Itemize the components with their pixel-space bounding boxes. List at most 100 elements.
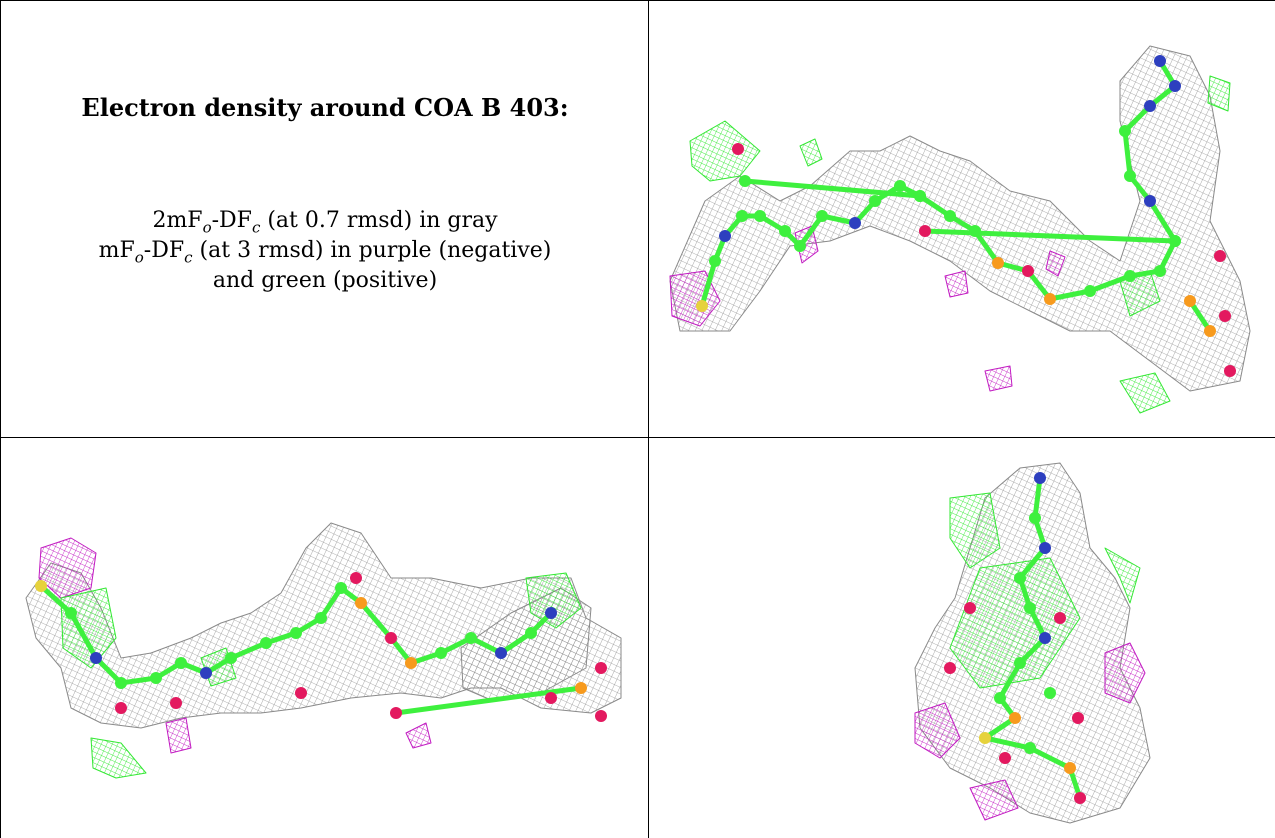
density-view-top-right xyxy=(650,1,1275,437)
mesh-purple-3 xyxy=(944,270,969,298)
tr-ligand-bond xyxy=(1147,198,1178,244)
bl-ligand-atom-sulfur xyxy=(35,580,47,592)
border-middle xyxy=(648,0,649,838)
br-ligand-bond xyxy=(1032,475,1043,521)
tr-ligand-atom-nitrogen xyxy=(1144,100,1156,112)
tr-ligand-atom-nitrogen xyxy=(719,230,731,242)
tr-ligand-atom-carbon xyxy=(1119,125,1131,137)
mesh-green-1 xyxy=(949,492,1001,569)
mesh-purple-2 xyxy=(794,225,819,264)
tr-ligand-atom-phosphorus xyxy=(1044,293,1056,305)
tr-ligand-atom-carbon xyxy=(709,255,721,267)
caption-l2-prefix: mF xyxy=(98,238,135,263)
br-ligand-atom-oxygen xyxy=(1074,792,1086,804)
mesh-purple-3 xyxy=(405,722,432,749)
tr-sub-atom-oxygen xyxy=(732,143,744,155)
tr-ligand-bond xyxy=(1087,273,1133,294)
tr-ligand-atom-nitrogen xyxy=(849,217,861,229)
bl-ligand-atom-carbon xyxy=(260,637,272,649)
bl-sub-atom-oxygen xyxy=(350,572,362,584)
tr-ligand-atom-carbon xyxy=(1084,285,1096,297)
density-view-bottom-right xyxy=(650,438,1275,838)
tr-sub-atom-oxygen xyxy=(919,225,931,237)
br-ligand-atom-carbon xyxy=(1024,742,1036,754)
br-ligand-atom-carbon xyxy=(1029,512,1041,524)
tr-sub-bond xyxy=(742,178,923,199)
caption-l1-sub-o: o xyxy=(202,218,212,237)
bl-ligand-atom-carbon xyxy=(335,582,347,594)
tr-ligand-bond xyxy=(972,228,1001,266)
tr-ligand-atom-carbon xyxy=(1154,265,1166,277)
br-ligand-bond xyxy=(982,735,1033,751)
bl-sub-atom-oxygen xyxy=(115,702,127,714)
bl-ligand-bond xyxy=(68,610,99,661)
mesh-purple-2 xyxy=(914,702,961,759)
br-ligand-bond xyxy=(997,660,1023,701)
bl-sub-atom-oxygen xyxy=(170,697,182,709)
tr-ligand-atom-oxygen xyxy=(1022,265,1034,277)
mesh-purple-3 xyxy=(969,779,1019,821)
br-ligand-atom-carbon xyxy=(1014,657,1026,669)
tr-ligand-atom-carbon xyxy=(1124,170,1136,182)
br-sub-atom-oxygen xyxy=(944,662,956,674)
caption-l2-mid: -DF xyxy=(143,238,185,263)
tr-ligand-atom-carbon xyxy=(1124,270,1136,282)
border-top xyxy=(0,0,1275,1)
mesh-green-2 xyxy=(949,557,1081,689)
bl-ligand-atom-carbon xyxy=(225,652,237,664)
br-ligand-atom-nitrogen xyxy=(1034,472,1046,484)
mesh-purple-2 xyxy=(165,717,192,754)
bl-ligand-atom-carbon xyxy=(65,607,77,619)
mesh-purple-5 xyxy=(984,365,1013,392)
bl-ligand-atom-carbon xyxy=(525,627,537,639)
tr-ligand-bond xyxy=(1122,128,1133,179)
bl-ligand-atom-carbon xyxy=(315,612,327,624)
tr-ligand-bond xyxy=(797,213,825,249)
bl-ligand-bond xyxy=(38,583,74,616)
mesh-green-4 xyxy=(1119,372,1171,414)
bl-ligand-atom-nitrogen xyxy=(90,652,102,664)
bl-ligand-atom-phosphorus xyxy=(405,657,417,669)
tr-ligand-atom-carbon xyxy=(754,210,766,222)
tr-sub-bond xyxy=(1187,298,1213,334)
mesh-green-2 xyxy=(60,587,117,669)
bl-sub-atom-oxygen xyxy=(595,662,607,674)
tr-sub-atom-phosphorus xyxy=(1184,295,1196,307)
tr-sub-atom-oxygen xyxy=(1219,310,1231,322)
caption-l1-sub-c: c xyxy=(251,218,261,237)
bl-ligand-atom-phosphorus xyxy=(355,597,367,609)
caption-l2-suffix: (at 3 rmsd) in purple (negative) xyxy=(192,238,552,263)
density-view-bottom-left xyxy=(1,438,648,838)
border-left xyxy=(0,0,1,838)
mesh-purple-1 xyxy=(1104,642,1146,704)
mesh-green-5 xyxy=(1207,75,1231,112)
tr-sub-atom-phosphorus xyxy=(1204,325,1216,337)
tr-ligand-atom-sulfur xyxy=(696,300,708,312)
caption-line-2: mFo-DFc (at 3 rmsd) in purple (negative) xyxy=(1,236,648,266)
tr-ligand-atom-nitrogen xyxy=(1154,55,1166,67)
tr-sub-atom-carbon xyxy=(739,175,751,187)
molecule-render-bottom-right xyxy=(914,462,1151,824)
bl-ligand-bond xyxy=(228,640,269,661)
br-sub-atom-oxygen xyxy=(1072,712,1084,724)
mesh-purple-1 xyxy=(38,537,97,599)
tr-ligand-atom-nitrogen xyxy=(1169,80,1181,92)
bl-ligand-atom-nitrogen xyxy=(200,667,212,679)
bl-ligand-atom-nitrogen xyxy=(495,647,507,659)
caption-body: 2mFo-DFc (at 0.7 rmsd) in gray mFo-DFc (… xyxy=(1,206,648,296)
caption-l1-prefix: 2mF xyxy=(152,208,203,233)
bl-sub-atom-oxygen xyxy=(295,687,307,699)
br-ligand-atom-nitrogen xyxy=(1039,632,1051,644)
caption-line-1: 2mFo-DFc (at 0.7 rmsd) in gray xyxy=(1,206,648,236)
molecule-render-top-right xyxy=(669,45,1251,414)
br-ligand-atom-carbon xyxy=(994,692,1006,704)
tr-ligand-atom-carbon xyxy=(779,225,791,237)
caption-l2-sub-o: o xyxy=(134,248,144,267)
mesh-purple-4 xyxy=(1045,250,1066,277)
mesh-green-1 xyxy=(689,120,761,182)
br-ligand-bond xyxy=(1017,545,1048,581)
bl-sub-atom-oxygen xyxy=(595,710,607,722)
br-ligand-atom-carbon xyxy=(1014,572,1026,584)
caption-cell: Electron density around COA B 403: 2mFo-… xyxy=(1,1,648,437)
